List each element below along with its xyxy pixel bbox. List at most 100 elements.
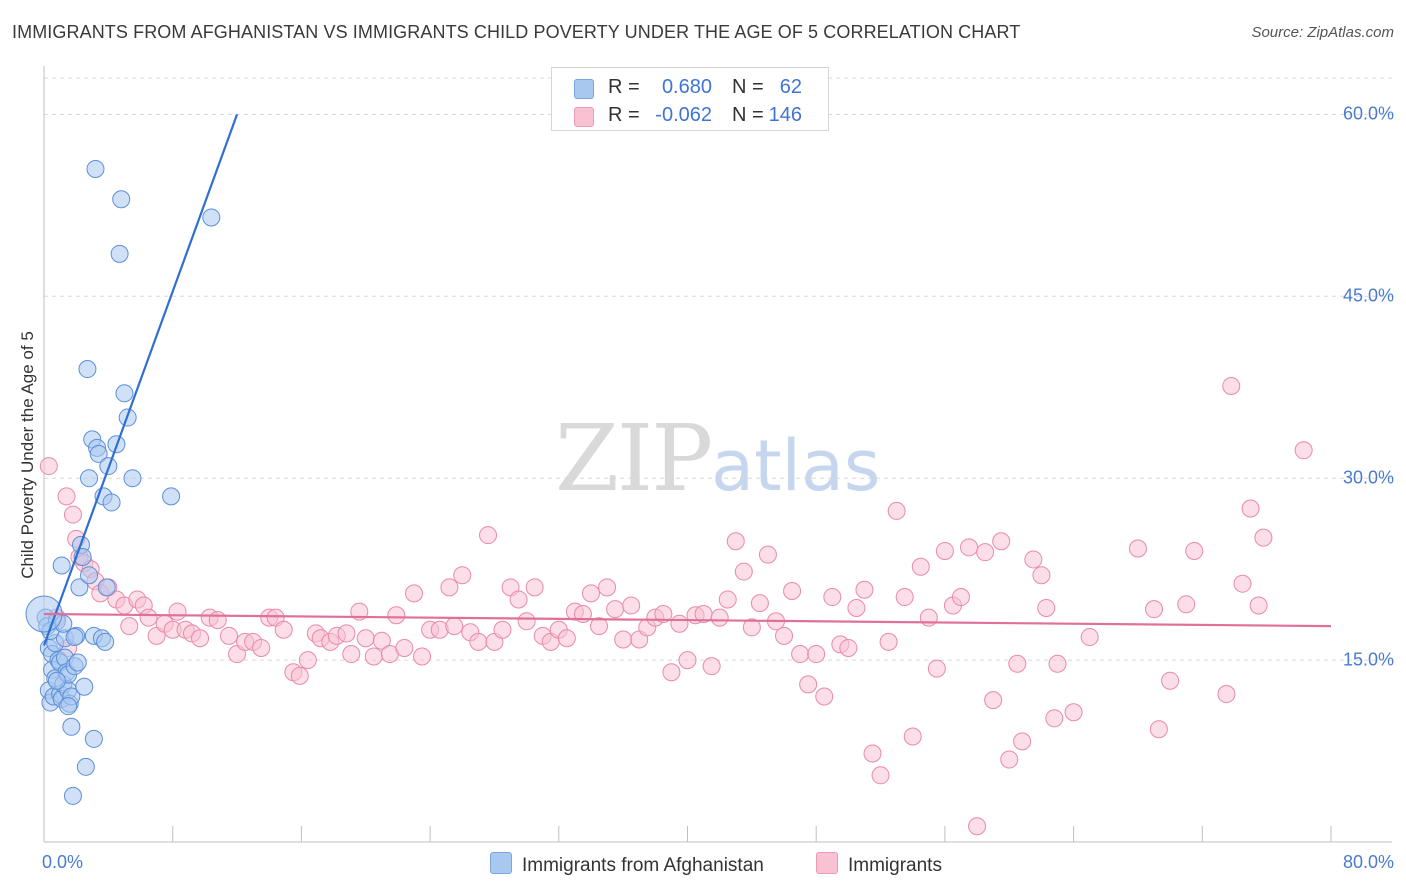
data-point-pink xyxy=(220,626,239,645)
legend-row-afghanistan: R = 0.680 N = 62 xyxy=(552,74,828,102)
data-point-pink xyxy=(984,691,1003,710)
data-point-blue xyxy=(123,469,142,488)
data-point-pink xyxy=(598,578,617,597)
data-point-pink xyxy=(855,580,874,599)
watermark: ZIPatlas xyxy=(555,405,880,512)
data-point-pink xyxy=(557,629,576,648)
data-point-blue xyxy=(68,653,87,672)
data-point-pink xyxy=(863,744,882,763)
chart-title: IMMIGRANTS FROM AFGHANISTAN VS IMMIGRANT… xyxy=(12,22,1021,42)
data-point-pink xyxy=(951,588,970,607)
data-point-blue xyxy=(80,469,99,488)
data-point-pink xyxy=(387,606,406,625)
data-point-pink xyxy=(1249,596,1268,615)
data-point-blue xyxy=(97,578,116,597)
data-point-pink xyxy=(807,645,826,664)
y-tick-label: 60.0% xyxy=(1342,103,1394,124)
data-point-blue xyxy=(75,677,94,696)
data-point-pink xyxy=(342,645,361,664)
data-point-pink xyxy=(919,608,938,627)
data-point-pink xyxy=(356,629,375,648)
x-tick-label-min: 0.0% xyxy=(42,852,84,872)
data-point-pink xyxy=(791,645,810,664)
data-point-blue xyxy=(162,487,181,506)
bottom-legend-label: Immigrants xyxy=(848,855,942,876)
data-point-pink xyxy=(39,457,58,476)
bottom-legend-afghanistan: Immigrants from Afghanistan xyxy=(490,852,764,877)
data-point-pink xyxy=(783,581,802,600)
data-point-pink xyxy=(168,602,187,621)
data-point-pink xyxy=(1145,600,1164,619)
data-point-blue xyxy=(84,729,103,748)
data-point-blue xyxy=(112,190,131,209)
trend-line-pink xyxy=(43,612,1332,628)
data-point-blue xyxy=(78,360,97,379)
data-point-pink xyxy=(350,602,369,621)
legend-r-label: R = xyxy=(608,104,640,126)
data-point-pink xyxy=(1000,750,1019,769)
data-point-pink xyxy=(405,584,424,603)
data-point-pink xyxy=(1128,539,1147,558)
legend-swatch-pink xyxy=(574,107,594,127)
data-point-pink xyxy=(364,647,383,666)
legend-r-value: -0.062 xyxy=(655,104,712,126)
data-point-blue xyxy=(63,786,82,805)
data-point-pink xyxy=(252,638,271,657)
legend-n-value: 62 xyxy=(779,76,802,98)
data-point-pink xyxy=(662,663,681,682)
data-point-blue xyxy=(80,566,99,585)
data-point-pink xyxy=(903,727,922,746)
data-point-pink xyxy=(1037,598,1056,617)
legend-row-immigrants: R = -0.062 N = 146 xyxy=(552,102,828,130)
data-point-pink xyxy=(440,578,459,597)
legend-swatch-blue xyxy=(574,79,594,99)
data-point-pink xyxy=(622,596,641,615)
bottom-legend-immigrants: Immigrants xyxy=(816,852,942,877)
data-point-blue xyxy=(70,578,89,597)
data-point-blue xyxy=(59,697,78,716)
bottom-legend-label: Immigrants from Afghanistan xyxy=(522,855,764,876)
legend-r-label: R = xyxy=(608,76,640,98)
data-point-pink xyxy=(1177,595,1196,614)
data-point-pink xyxy=(968,817,987,836)
data-point-pink xyxy=(453,566,472,585)
watermark-atlas: atlas xyxy=(711,425,881,507)
data-point-pink xyxy=(57,487,76,506)
data-point-blue xyxy=(115,384,134,403)
data-point-pink xyxy=(413,647,432,666)
data-point-pink xyxy=(63,505,82,524)
data-point-blue xyxy=(65,628,84,647)
data-point-blue xyxy=(47,671,66,690)
data-point-pink xyxy=(758,545,777,564)
data-point-pink xyxy=(1024,550,1043,569)
trend-line-blue xyxy=(42,114,239,646)
data-point-blue xyxy=(52,556,71,575)
data-point-pink xyxy=(1080,628,1099,647)
data-point-pink xyxy=(1032,566,1051,585)
data-point-pink xyxy=(839,638,858,657)
data-point-pink xyxy=(670,614,689,633)
data-point-pink xyxy=(274,620,293,639)
data-point-pink xyxy=(775,626,794,645)
data-point-pink xyxy=(887,501,906,520)
data-point-pink xyxy=(976,543,995,562)
data-point-pink xyxy=(742,618,761,637)
data-point-blue xyxy=(102,493,121,512)
data-point-pink xyxy=(517,612,536,631)
data-point-pink xyxy=(992,532,1011,551)
data-point-pink xyxy=(847,598,866,617)
correlation-legend: R = 0.680 N = 62 R = -0.062 N = 146 xyxy=(551,67,829,131)
data-point-pink xyxy=(654,605,673,624)
data-point-pink xyxy=(1254,528,1273,547)
source-label: Source: ZipAtlas.com xyxy=(1251,24,1394,41)
data-point-pink xyxy=(581,584,600,603)
data-point-pink xyxy=(525,578,544,597)
bottom-legend-swatch-blue xyxy=(490,852,512,874)
data-point-pink xyxy=(1149,720,1168,739)
data-point-pink xyxy=(509,590,528,609)
legend-n-label: N = xyxy=(732,104,764,126)
data-point-pink xyxy=(678,651,697,670)
data-point-pink xyxy=(208,611,227,630)
data-point-pink xyxy=(191,629,210,648)
data-point-pink xyxy=(298,651,317,670)
